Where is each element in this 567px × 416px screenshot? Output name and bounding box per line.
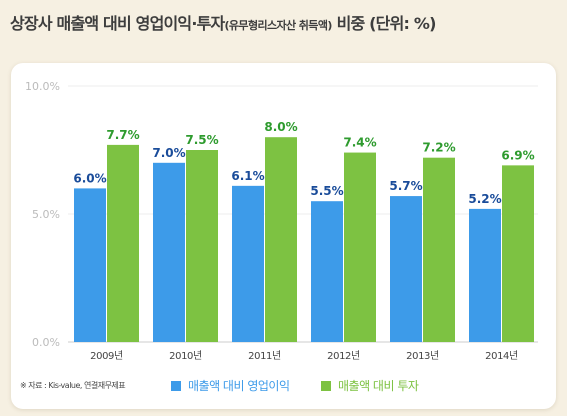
data-label: 7.4% — [343, 136, 376, 150]
legend-label-operating-profit: 매출액 대비 영업이익 — [188, 379, 290, 393]
data-label: 6.1% — [231, 169, 264, 183]
legend-item-investment: 매출액 대비 투자 — [321, 377, 419, 394]
data-label: 5.5% — [310, 184, 343, 198]
data-label: 5.2% — [468, 192, 501, 206]
y-tick-label: 10.0% — [25, 80, 60, 93]
data-label: 7.0% — [152, 146, 185, 160]
x-tick-label: 2012년 — [327, 350, 360, 362]
x-tick-label: 2014년 — [485, 350, 518, 362]
bar — [344, 152, 376, 342]
title-sub: (유무형리스자산 취득액) — [224, 19, 332, 32]
title-unit: 비중 (단위: %) — [336, 14, 437, 33]
legend-swatch-operating-profit — [171, 380, 181, 391]
x-tick-label: 2011년 — [248, 350, 281, 362]
bar — [311, 201, 343, 342]
data-label: 5.7% — [389, 179, 422, 193]
bar — [186, 150, 218, 342]
legend-label-investment: 매출액 대비 투자 — [338, 379, 419, 393]
x-tick-label: 2013년 — [406, 350, 439, 362]
legend-swatch-investment — [321, 380, 331, 391]
bar — [153, 162, 185, 342]
bar — [469, 208, 501, 342]
data-label: 8.0% — [264, 120, 297, 134]
x-tick-label: 2009년 — [90, 350, 123, 362]
bar — [107, 144, 139, 342]
bar — [502, 165, 534, 342]
title-main: 상장사 매출액 대비 영업이익·투자 — [10, 14, 225, 33]
bar — [390, 196, 422, 342]
data-label: 7.2% — [422, 141, 455, 155]
x-tick-label: 2010년 — [169, 350, 202, 362]
bar — [265, 137, 297, 342]
y-tick-label: 0.0% — [32, 336, 60, 349]
bar — [74, 188, 106, 342]
bar — [232, 185, 264, 342]
page-title: 상장사 매출액 대비 영업이익·투자(유무형리스자산 취득액) 비중 (단위: … — [10, 12, 560, 38]
legend-item-operating-profit: 매출액 대비 영업이익 — [171, 377, 290, 394]
bar — [423, 157, 455, 342]
y-tick-label: 5.0% — [32, 208, 60, 221]
data-label: 6.9% — [501, 148, 534, 162]
source-note: ※ 자료 : Kis-value, 연결재무제표 — [20, 381, 126, 390]
data-label: 7.7% — [106, 128, 139, 142]
data-label: 6.0% — [73, 171, 106, 185]
data-label: 7.5% — [185, 133, 218, 147]
